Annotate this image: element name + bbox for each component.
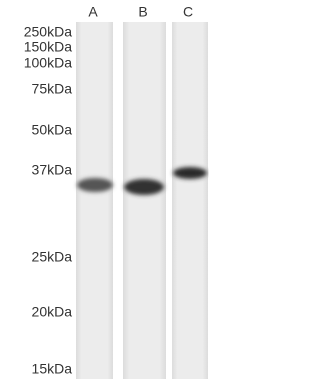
western-blot: A B C 250kDa 150kDa 100kDa 75kDa 50kDa 3… bbox=[24, 4, 208, 379]
marker-label: 25kDa bbox=[32, 249, 73, 265]
marker-label: 20kDa bbox=[32, 304, 73, 320]
band bbox=[173, 167, 207, 179]
marker-label: 37kDa bbox=[32, 162, 73, 178]
lane-label: B bbox=[138, 4, 147, 20]
lane-label: A bbox=[88, 4, 98, 20]
band bbox=[77, 178, 113, 192]
marker-label: 250kDa bbox=[24, 24, 72, 40]
lane bbox=[172, 22, 208, 379]
lane-label: C bbox=[183, 4, 193, 20]
marker-label: 50kDa bbox=[32, 122, 73, 138]
page: A B C 250kDa 150kDa 100kDa 75kDa 50kDa 3… bbox=[23, 3, 208, 379]
marker-label: 100kDa bbox=[24, 55, 72, 71]
lane bbox=[123, 22, 166, 379]
marker-label: 75kDa bbox=[32, 81, 73, 97]
marker-label: 150kDa bbox=[24, 39, 72, 55]
lane bbox=[76, 22, 113, 379]
marker-label: 15kDa bbox=[32, 361, 73, 377]
band bbox=[124, 179, 164, 195]
